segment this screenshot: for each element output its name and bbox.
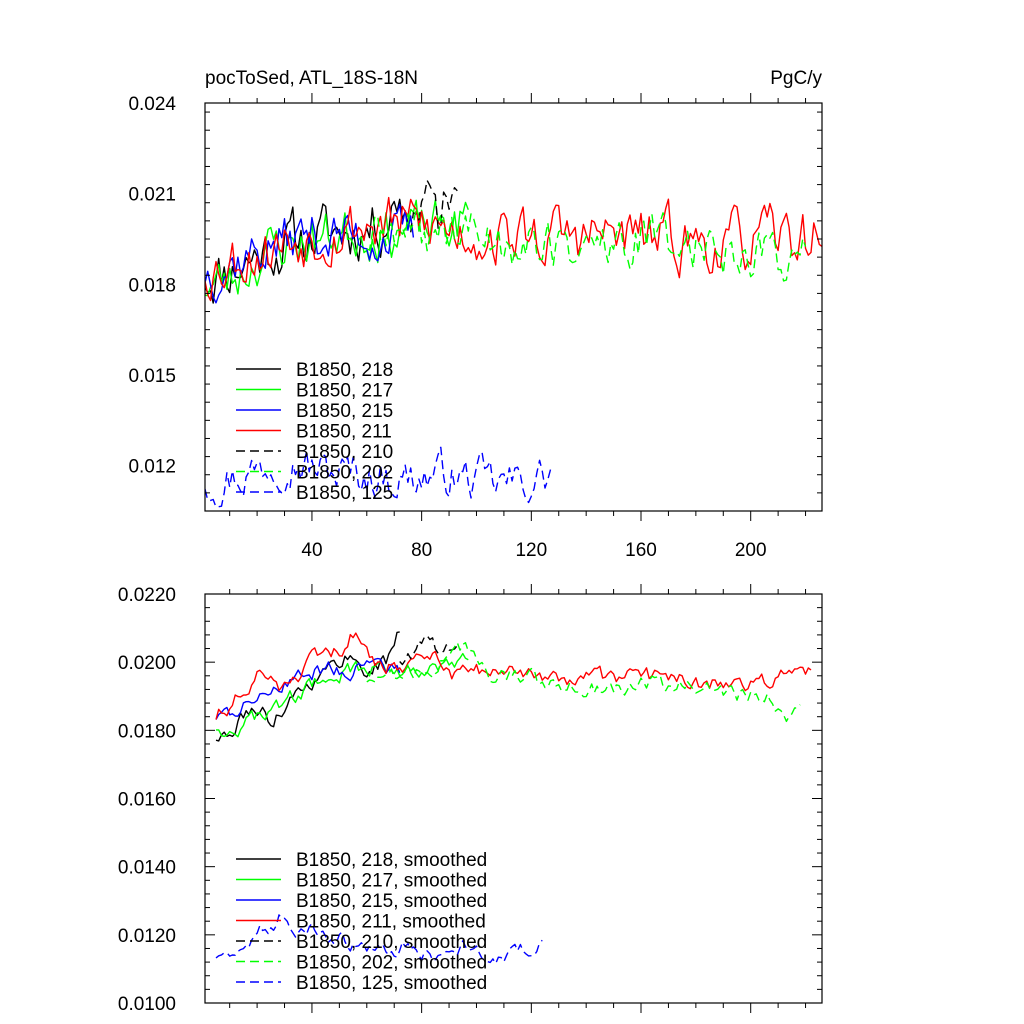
bottom-legend-label: B1850, 125, smoothed xyxy=(296,973,487,994)
top-series-line-6 xyxy=(366,207,807,282)
top-y-tick-label: 0.018 xyxy=(128,275,176,296)
top-x-tick-label: 200 xyxy=(735,540,767,561)
bottom-y-tick-label: 0.0160 xyxy=(118,790,176,811)
top-legend-label: B1850, 211 xyxy=(296,422,392,443)
bottom-series-line-5 xyxy=(399,634,458,666)
top-legend-label: B1850, 218 xyxy=(296,360,393,381)
top-series-group xyxy=(205,179,822,508)
bottom-legend-label: B1850, 217, smoothed xyxy=(296,871,487,892)
top-y-tick-label: 0.021 xyxy=(128,185,176,206)
bottom-y-tick-label: 0.0140 xyxy=(118,858,176,879)
bottom-series-group xyxy=(215,631,812,965)
top-legend-label: B1850, 125 xyxy=(296,483,393,504)
top-legend-label: B1850, 217 xyxy=(296,381,393,402)
top-series-line-4 xyxy=(205,196,822,302)
top-panel: 40 80 120 160 200 0.012 0.015 0.018 0.021 0.024 B1… xyxy=(128,93,823,561)
top-legend-label: B1850, 202 xyxy=(296,463,393,484)
bottom-series-line-4 xyxy=(215,632,812,720)
bottom-legend-label: B1850, 202, smoothed xyxy=(296,953,487,974)
top-y-tick-label: 0.015 xyxy=(128,366,176,387)
bottom-y-tick-label: 0.0200 xyxy=(118,653,176,674)
top-x-tick-label: 120 xyxy=(515,540,547,561)
chart-title: pocToSed, ATL_18S-18N xyxy=(205,68,418,89)
bottom-legend-label: B1850, 210, smoothed xyxy=(296,932,487,953)
bottom-series-line-6 xyxy=(366,641,801,723)
bottom-y-tick-label: 0.0180 xyxy=(118,721,176,742)
bottom-legend-label: B1850, 215, smoothed xyxy=(296,891,487,912)
top-x-tick-label: 40 xyxy=(301,540,322,561)
bottom-legend-label: B1850, 218, smoothed xyxy=(296,850,487,871)
bottom-y-tick-label: 0.0100 xyxy=(118,994,176,1015)
top-x-tick-label: 80 xyxy=(411,540,432,561)
top-legend-label: B1850, 215 xyxy=(296,401,393,422)
top-legend-label: B1850, 210 xyxy=(296,442,393,463)
top-y-tick-label: 0.012 xyxy=(128,457,176,478)
bottom-series-line-3 xyxy=(215,657,401,720)
top-series-line-3 xyxy=(205,203,415,304)
top-y-tick-label: 0.024 xyxy=(128,94,176,115)
bottom-panel: 0.0100 0.0120 0.0140 0.0160 0.0180 0.0200 0.02… xyxy=(118,584,823,1015)
units-label: PgC/y xyxy=(770,68,822,89)
top-series-line-5 xyxy=(410,179,458,233)
bottom-legend-label: B1850, 211, smoothed xyxy=(296,912,486,933)
top-plot-frame xyxy=(204,102,823,512)
top-series-line-7 xyxy=(205,446,552,508)
bottom-series-line-7 xyxy=(215,914,543,965)
bottom-y-tick-label: 0.0120 xyxy=(118,926,176,947)
bottom-series-line-1 xyxy=(215,631,400,742)
top-x-tick-label: 160 xyxy=(625,540,657,561)
bottom-y-tick-label: 0.0220 xyxy=(118,585,176,606)
